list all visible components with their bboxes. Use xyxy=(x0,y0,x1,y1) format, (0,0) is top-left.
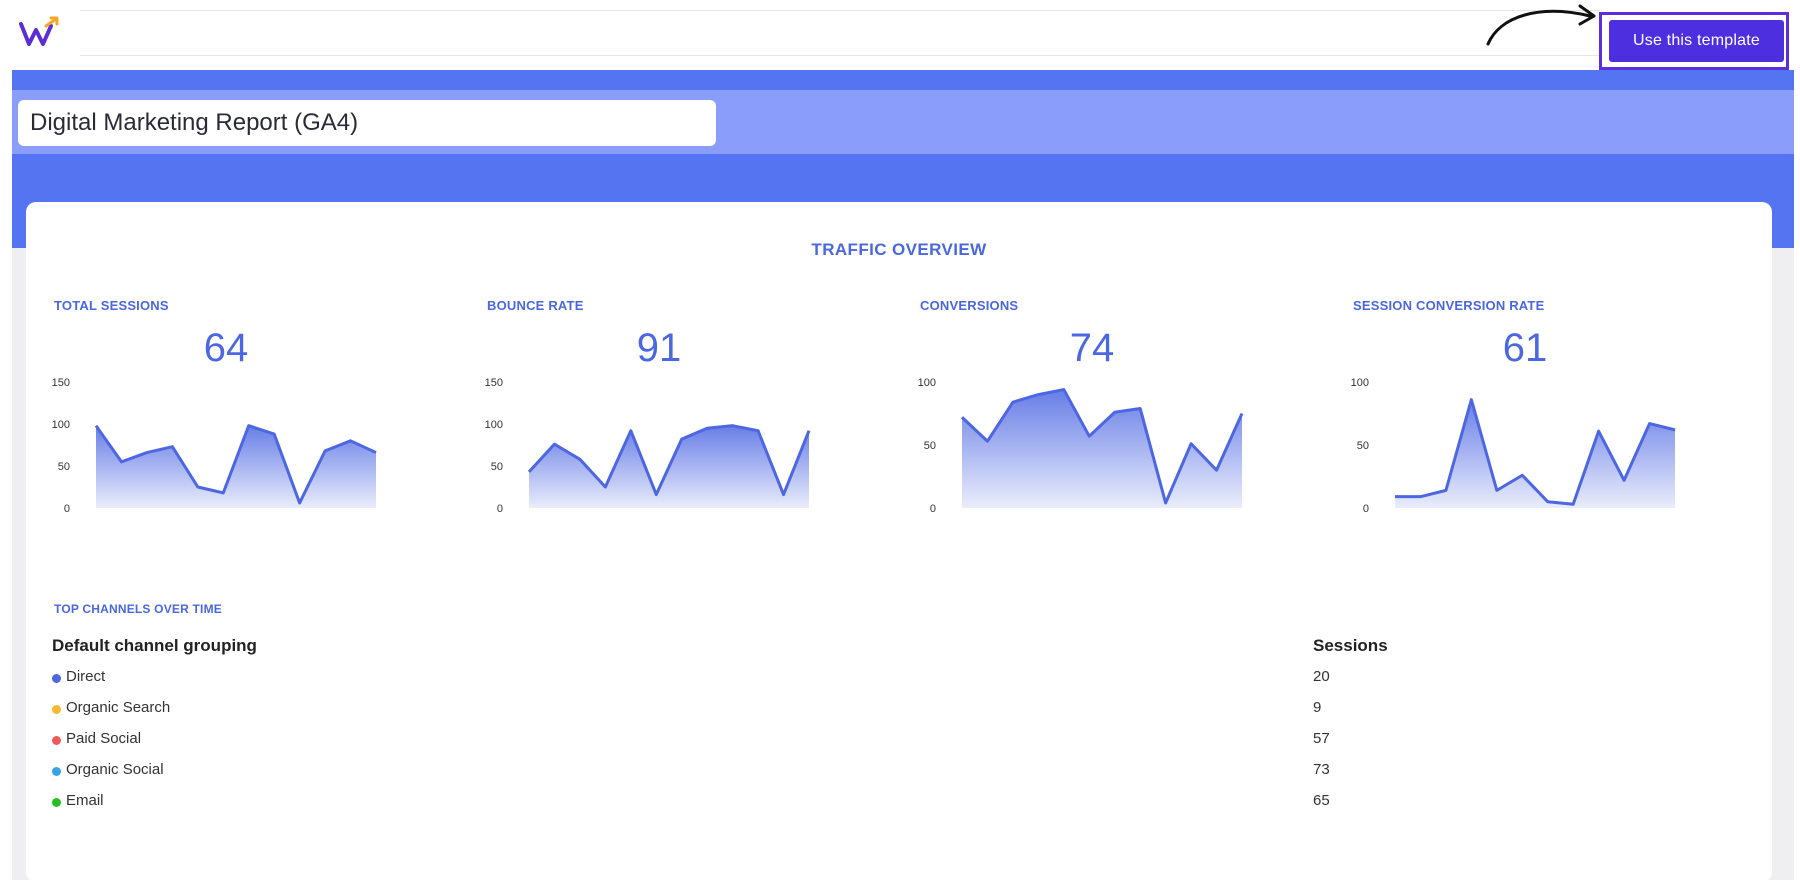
y-tick-label: 100 xyxy=(1351,377,1369,389)
y-tick-label: 0 xyxy=(64,503,70,515)
report-title: Digital Marketing Report (GA4) xyxy=(30,109,358,136)
channel-name: Paid Social xyxy=(66,730,141,747)
channel-sessions: 57 xyxy=(1313,730,1330,747)
channel-name: Email xyxy=(66,792,104,809)
sessions-sparkline-chart: 150 100 50 0 xyxy=(26,376,426,516)
y-tick-label: 100 xyxy=(918,377,936,389)
channel-name: Organic Social xyxy=(66,761,164,778)
y-tick-label: 100 xyxy=(52,419,70,431)
y-tick-label: 100 xyxy=(485,419,503,431)
channel-color-dot xyxy=(52,767,61,776)
metric-session-conversion-rate: SESSION CONVERSION RATE 61 100 50 0 xyxy=(1325,298,1745,548)
column-header-grouping: Default channel grouping xyxy=(52,636,257,656)
metric-label: SESSION CONVERSION RATE xyxy=(1353,298,1544,313)
column-header-sessions: Sessions xyxy=(1313,636,1388,656)
conversion-rate-sparkline-chart: 100 50 0 xyxy=(1325,376,1725,516)
channel-sessions: 73 xyxy=(1313,761,1330,778)
sparkline-area xyxy=(962,390,1242,508)
y-tick-label: 50 xyxy=(491,461,503,473)
use-template-button[interactable]: Use this template xyxy=(1609,20,1784,62)
table-row: Direct 20 xyxy=(26,668,1772,692)
top-channels-title: TOP CHANNELS OVER TIME xyxy=(54,602,222,616)
channel-name: Organic Search xyxy=(66,699,170,716)
metric-value: 74 xyxy=(892,326,1292,371)
channel-color-dot xyxy=(52,736,61,745)
channel-sessions: 9 xyxy=(1313,699,1321,716)
metric-label: TOTAL SESSIONS xyxy=(54,298,169,313)
y-tick-label: 50 xyxy=(1357,440,1369,452)
table-row: Organic Social 73 xyxy=(26,761,1772,785)
channel-color-dot xyxy=(52,705,61,714)
metric-label: CONVERSIONS xyxy=(920,298,1018,313)
table-row: Email 65 xyxy=(26,792,1772,816)
y-tick-label: 0 xyxy=(497,503,503,515)
y-tick-label: 50 xyxy=(924,440,936,452)
metric-value: 64 xyxy=(26,326,426,371)
y-tick-label: 0 xyxy=(930,503,936,515)
brand-logo xyxy=(18,16,62,50)
traffic-card: TRAFFIC OVERVIEW TOTAL SESSIONS 64 150 10… xyxy=(26,202,1772,882)
table-row: Paid Social 57 xyxy=(26,730,1772,754)
metric-conversions: CONVERSIONS 74 100 50 0 xyxy=(892,298,1312,548)
conversions-sparkline-chart: 100 50 0 xyxy=(892,376,1292,516)
channel-sessions: 20 xyxy=(1313,668,1330,685)
bounce-rate-sparkline-chart: 150 100 50 0 xyxy=(459,376,859,516)
y-tick-label: 0 xyxy=(1363,503,1369,515)
metric-value: 61 xyxy=(1325,326,1725,371)
y-tick-label: 150 xyxy=(485,377,503,389)
top-bar: Use this template xyxy=(0,0,1800,68)
report-title-box[interactable]: Digital Marketing Report (GA4) xyxy=(18,100,716,146)
table-row: Organic Search 9 xyxy=(26,699,1772,723)
channel-color-dot xyxy=(52,674,61,683)
channel-name: Direct xyxy=(66,668,105,685)
address-bar xyxy=(80,10,1600,56)
channel-color-dot xyxy=(52,798,61,807)
channel-sessions: 65 xyxy=(1313,792,1330,809)
metric-total-sessions: TOTAL SESSIONS 64 150 100 50 0 xyxy=(26,298,446,548)
metric-label: BOUNCE RATE xyxy=(487,298,584,313)
y-tick-label: 50 xyxy=(58,461,70,473)
sparkline-area xyxy=(96,426,376,508)
traffic-overview-title: TRAFFIC OVERVIEW xyxy=(26,240,1772,260)
metric-bounce-rate: BOUNCE RATE 91 150 100 50 0 xyxy=(459,298,879,548)
metric-value: 91 xyxy=(459,326,859,371)
y-tick-label: 150 xyxy=(52,377,70,389)
